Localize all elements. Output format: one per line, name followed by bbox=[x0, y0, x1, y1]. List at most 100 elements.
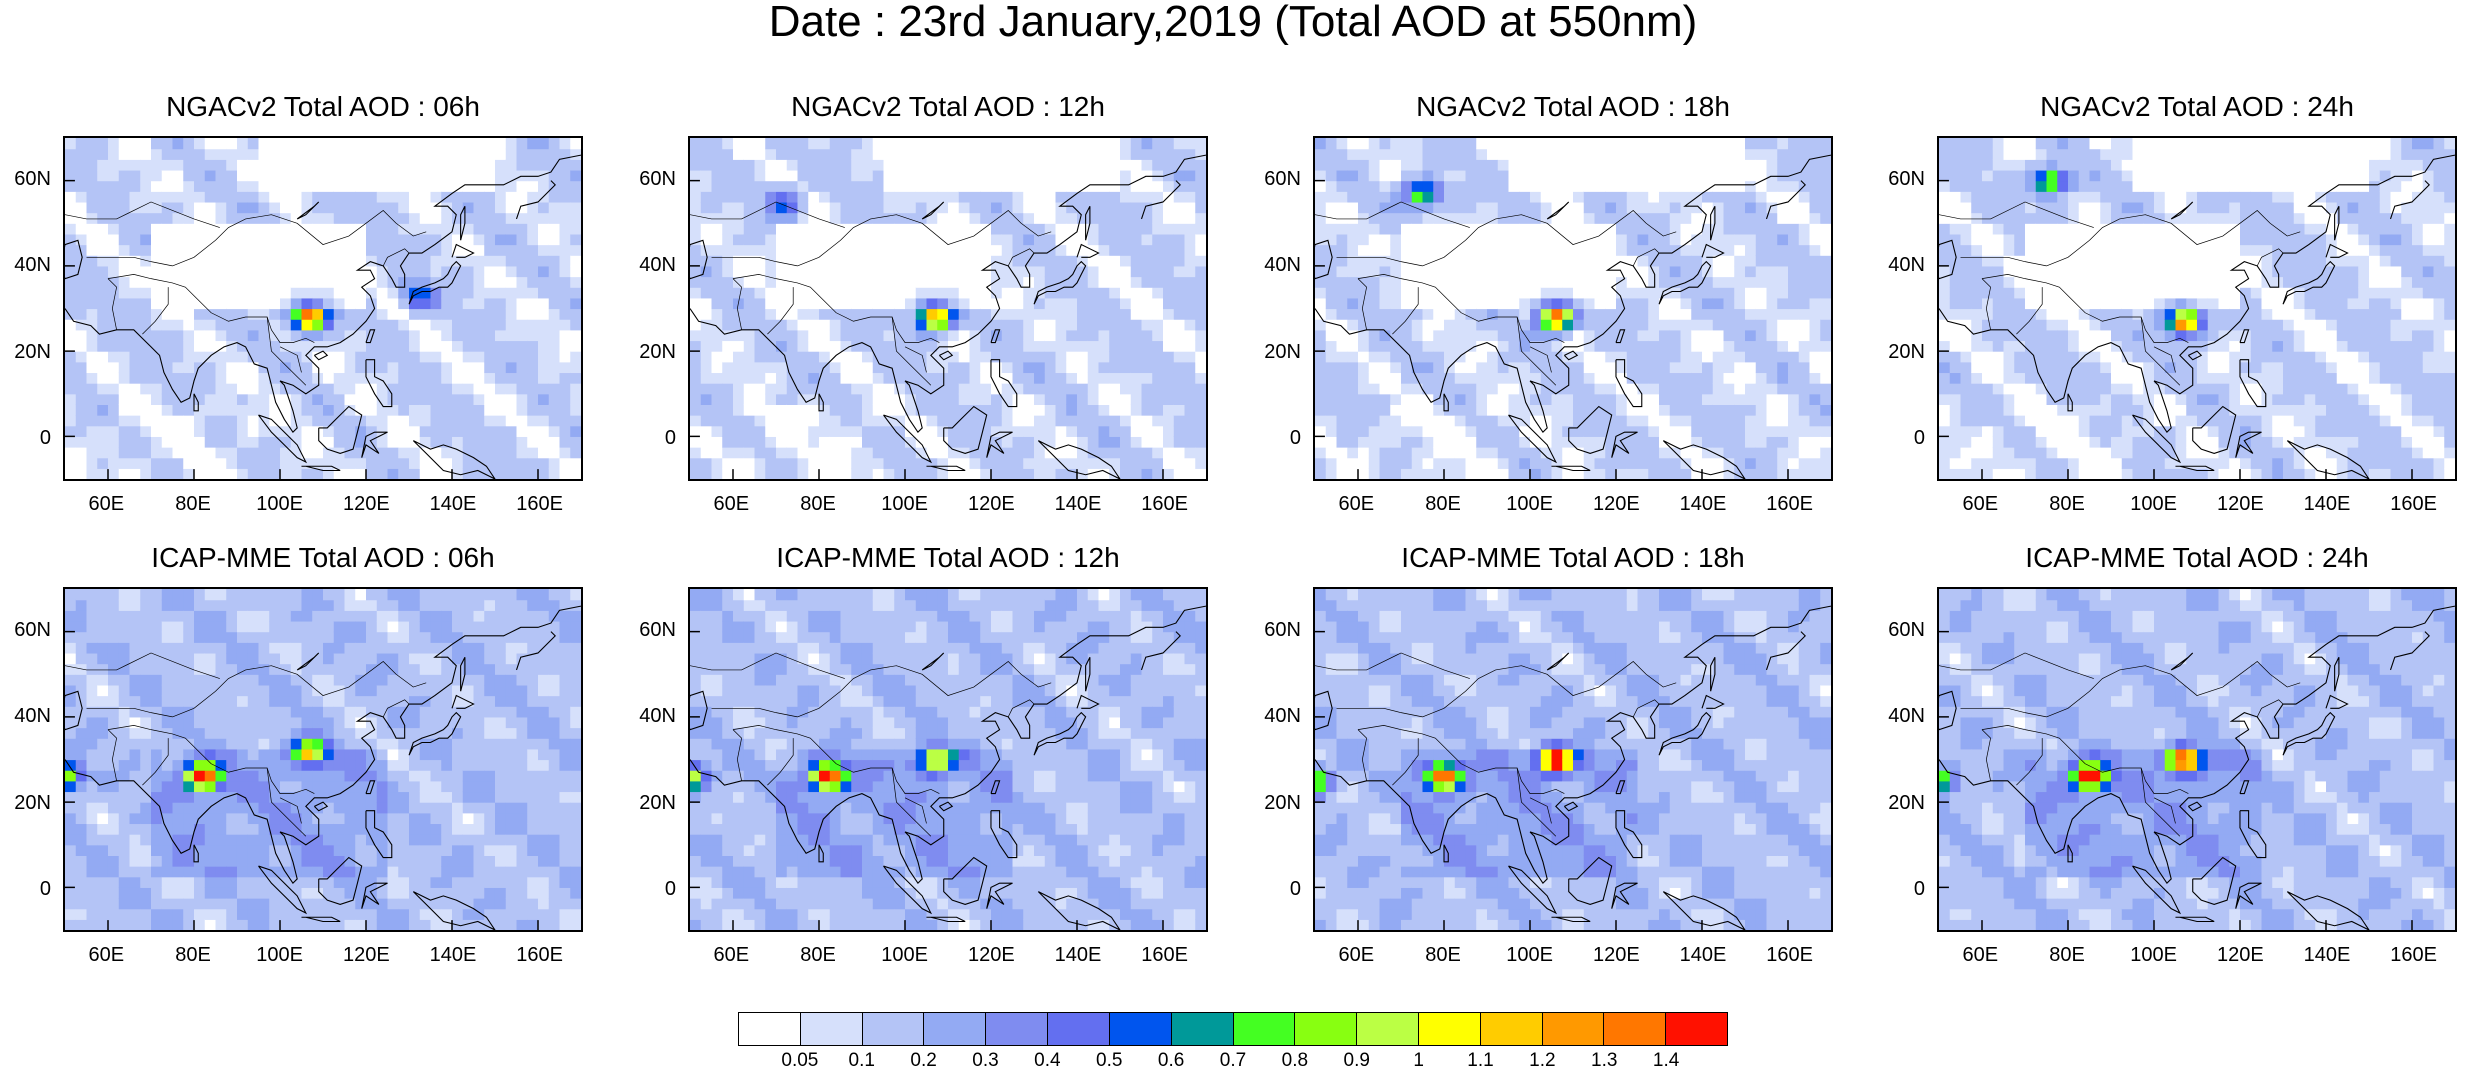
aod-field bbox=[690, 589, 1206, 930]
lat-tick-label: 0 bbox=[1913, 426, 1925, 449]
lat-tick-label: 40N bbox=[14, 705, 51, 728]
lat-tick-label: 60N bbox=[1264, 168, 1301, 191]
colorbar-label: 0.7 bbox=[1219, 1050, 1247, 1071]
aod-field bbox=[690, 138, 1206, 479]
lon-tick-label: 120E bbox=[342, 944, 390, 966]
lon-tick-label: 80E bbox=[800, 493, 836, 515]
colorbar-swatch bbox=[1604, 1013, 1667, 1045]
lon-tick-label: 100E bbox=[2130, 944, 2178, 966]
aod-field bbox=[1939, 138, 2455, 479]
lon-tick-label: 100E bbox=[256, 944, 304, 966]
colorbar-swatch bbox=[1109, 1013, 1172, 1045]
colorbar-swatch bbox=[1048, 1013, 1110, 1045]
lat-tick-label: 60N bbox=[1888, 168, 1925, 191]
colorbar-swatch bbox=[739, 1013, 801, 1045]
colorbar-swatch bbox=[986, 1013, 1049, 1045]
lon-tick-label: 160E bbox=[1766, 944, 1814, 966]
lat-tick-label: 20N bbox=[639, 340, 676, 363]
colorbar-label: 0.9 bbox=[1343, 1050, 1370, 1071]
aod-field bbox=[1939, 589, 2455, 930]
lon-tick-label: 100E bbox=[256, 493, 304, 515]
panel-title: NGACv2 Total AOD : 24h bbox=[2040, 91, 2354, 122]
colorbar-label: 0.3 bbox=[972, 1050, 999, 1071]
lat-tick-label: 20N bbox=[1888, 791, 1925, 814]
lon-tick-label: 140E bbox=[429, 493, 477, 515]
lat-tick-label: 20N bbox=[1888, 340, 1925, 363]
map-panel bbox=[63, 136, 583, 481]
lon-tick-label: 100E bbox=[2130, 493, 2178, 515]
colorbar-label: 1.2 bbox=[1529, 1050, 1556, 1071]
lon-tick-label: 60E bbox=[88, 944, 125, 966]
lat-tick-label: 0 bbox=[39, 877, 51, 900]
map-panel bbox=[688, 587, 1208, 932]
aod-field bbox=[1315, 138, 1831, 479]
colorbar-label: 0.4 bbox=[1034, 1050, 1061, 1071]
lon-tick-label: 120E bbox=[967, 493, 1015, 515]
colorbar-swatch bbox=[924, 1013, 987, 1045]
lat-tick-label: 20N bbox=[14, 340, 51, 363]
lon-tick-label: 160E bbox=[1141, 493, 1189, 515]
lat-tick-label: 40N bbox=[639, 254, 676, 277]
lon-tick-label: 120E bbox=[342, 493, 390, 515]
panel-title: NGACv2 Total AOD : 18h bbox=[1416, 91, 1730, 122]
lat-tick-label: 20N bbox=[14, 791, 51, 814]
lat-tick-label: 20N bbox=[1264, 791, 1301, 814]
colorbar-label: 1.4 bbox=[1652, 1050, 1680, 1071]
lon-tick-label: 60E bbox=[1962, 944, 1999, 966]
lat-tick-label: 40N bbox=[639, 705, 676, 728]
colorbar-label: 1.3 bbox=[1591, 1050, 1618, 1071]
colorbar-label: 0.5 bbox=[1096, 1050, 1123, 1071]
lon-tick-label: 80E bbox=[175, 944, 211, 966]
lon-tick-label: 140E bbox=[2303, 944, 2351, 966]
colorbar-label: 1 bbox=[1413, 1050, 1424, 1071]
lon-tick-label: 140E bbox=[2303, 493, 2351, 515]
colorbar-swatch bbox=[862, 1013, 925, 1045]
map-panel bbox=[688, 136, 1208, 481]
colorbar-label: 0.05 bbox=[781, 1050, 819, 1071]
colorbar-swatch bbox=[1542, 1013, 1605, 1045]
figure-title: Date : 23rd January,2019 (Total AOD at 5… bbox=[768, 0, 1698, 46]
lat-tick-label: 0 bbox=[1913, 877, 1925, 900]
lon-tick-label: 140E bbox=[1054, 493, 1102, 515]
lon-tick-label: 140E bbox=[1679, 944, 1727, 966]
lat-tick-label: 0 bbox=[664, 426, 676, 449]
panel-title: ICAP-MME Total AOD : 06h bbox=[151, 542, 495, 573]
lat-tick-label: 0 bbox=[39, 426, 51, 449]
lat-tick-label: 0 bbox=[1289, 877, 1301, 900]
lon-tick-label: 120E bbox=[967, 944, 1015, 966]
lat-tick-label: 40N bbox=[1888, 254, 1925, 277]
panel-title: ICAP-MME Total AOD : 24h bbox=[2025, 542, 2369, 573]
lon-tick-label: 100E bbox=[1506, 944, 1554, 966]
colorbar-swatch bbox=[1295, 1013, 1358, 1045]
aod-field bbox=[65, 589, 581, 930]
lon-tick-label: 60E bbox=[713, 493, 750, 515]
map-panel bbox=[63, 587, 583, 932]
lon-tick-label: 80E bbox=[2049, 944, 2085, 966]
lat-tick-label: 60N bbox=[1888, 619, 1925, 642]
lon-tick-label: 60E bbox=[713, 944, 750, 966]
colorbar-label: 0.1 bbox=[848, 1050, 875, 1071]
lon-tick-label: 60E bbox=[1338, 944, 1375, 966]
lon-tick-label: 160E bbox=[516, 493, 564, 515]
lon-tick-label: 120E bbox=[1592, 944, 1640, 966]
aod-field bbox=[65, 138, 581, 479]
lon-tick-label: 80E bbox=[800, 944, 836, 966]
colorbar-label: 1.1 bbox=[1467, 1050, 1494, 1071]
panel-title: ICAP-MME Total AOD : 12h bbox=[776, 542, 1120, 573]
lon-tick-label: 60E bbox=[88, 493, 125, 515]
lat-tick-label: 40N bbox=[14, 254, 51, 277]
lon-tick-label: 160E bbox=[2390, 944, 2438, 966]
lon-tick-label: 160E bbox=[2390, 493, 2438, 515]
lon-tick-label: 160E bbox=[516, 944, 564, 966]
panel-title: NGACv2 Total AOD : 12h bbox=[791, 91, 1105, 122]
lat-tick-label: 60N bbox=[1264, 619, 1301, 642]
lat-tick-label: 40N bbox=[1888, 705, 1925, 728]
lat-tick-label: 60N bbox=[639, 619, 676, 642]
colorbar-swatch bbox=[1233, 1013, 1296, 1045]
lon-tick-label: 100E bbox=[1506, 493, 1554, 515]
lat-tick-label: 20N bbox=[1264, 340, 1301, 363]
lat-tick-label: 40N bbox=[1264, 254, 1301, 277]
colorbar-swatch bbox=[1480, 1013, 1543, 1045]
colorbar-swatch bbox=[1357, 1013, 1419, 1045]
lat-tick-label: 0 bbox=[664, 877, 676, 900]
